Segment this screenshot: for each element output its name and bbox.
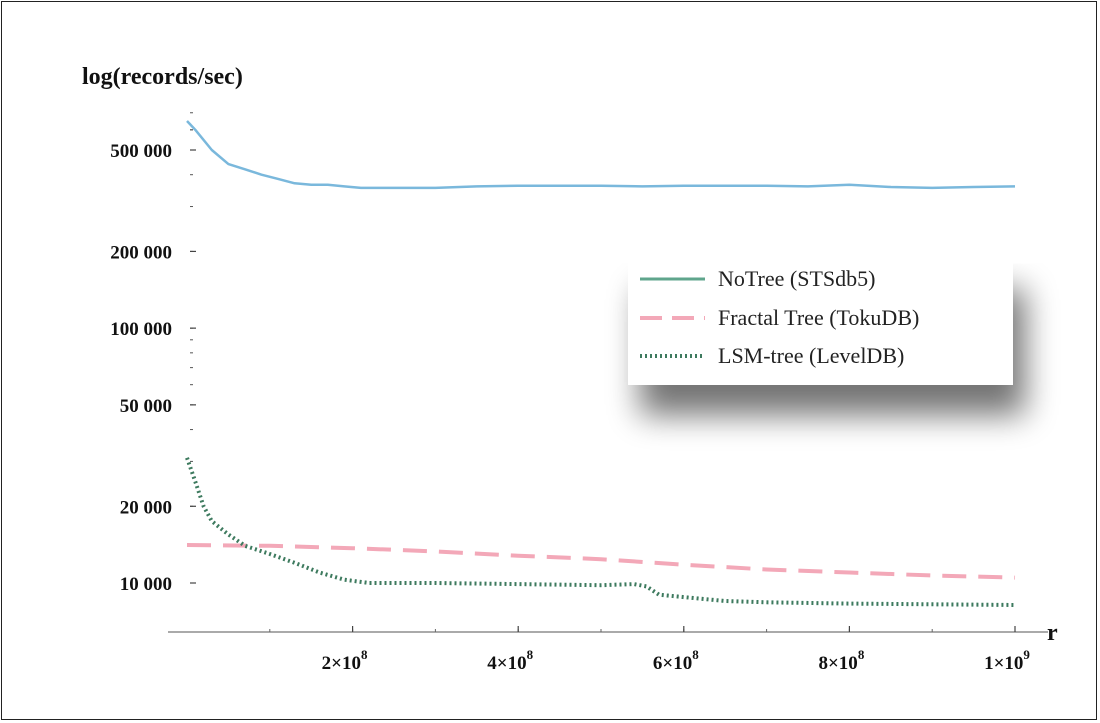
y-tick-label: 50 000 xyxy=(120,396,172,417)
y-tick-label: 10 000 xyxy=(120,574,172,595)
legend-label-fractal: Fractal Tree (TokuDB) xyxy=(718,305,919,330)
y-tick-label: 100 000 xyxy=(110,319,172,340)
x-axis: 2×108 4×108 6×108 8×108 1×109 xyxy=(168,626,1048,674)
y-tick-label: 200 000 xyxy=(110,242,172,263)
x-tick-label: 1×109 xyxy=(984,647,1030,674)
x-tick-label: 4×108 xyxy=(487,647,533,674)
x-tick-label: 8×108 xyxy=(818,647,864,674)
series-line-0 xyxy=(186,120,1016,190)
series-layer xyxy=(185,120,1016,607)
legend-label-lsm: LSM-tree (LevelDB) xyxy=(718,343,904,368)
legend-label-notree: NoTree (STSdb5) xyxy=(718,266,875,291)
x-axis-title: r xyxy=(1047,620,1058,646)
y-axis: 10 000 20 000 50 000 100 000 200 000 500 000 xyxy=(110,112,196,595)
series-line-2 xyxy=(185,457,1016,607)
y-tick-label: 20 000 xyxy=(120,497,172,518)
y-tick-label: 500 000 xyxy=(110,141,172,162)
y-axis-title: log(records/sec) xyxy=(82,64,243,90)
series-line-1 xyxy=(186,543,1016,580)
x-tick-label: 2×108 xyxy=(322,647,368,674)
x-tick-label: 6×108 xyxy=(653,647,699,674)
legend: NoTree (STSdb5) Fractal Tree (TokuDB) LS… xyxy=(628,259,1013,385)
